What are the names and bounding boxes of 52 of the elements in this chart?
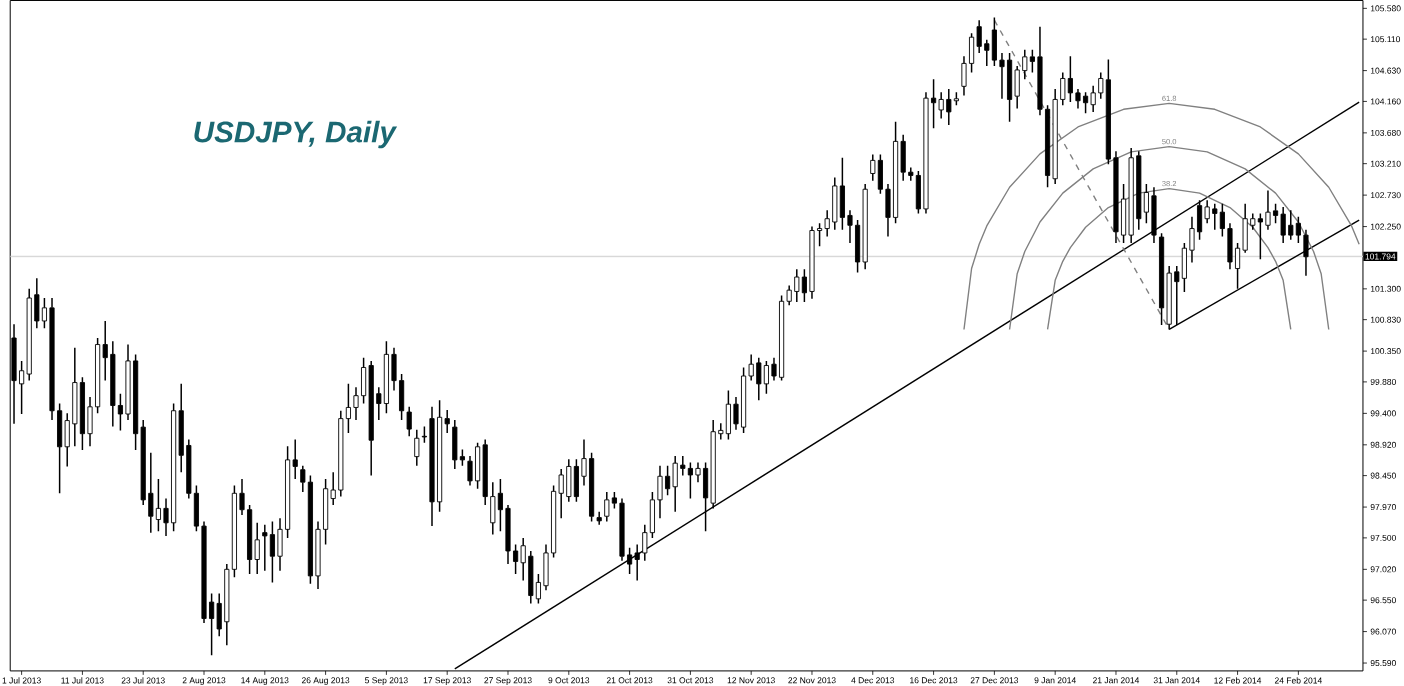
candlestick bbox=[1303, 228, 1309, 277]
candlestick bbox=[862, 182, 868, 270]
candlestick bbox=[1007, 51, 1013, 123]
candlestick bbox=[893, 120, 899, 224]
candlestick bbox=[338, 409, 344, 497]
candlestick bbox=[72, 346, 78, 447]
candlestick bbox=[1136, 150, 1142, 231]
candlestick bbox=[672, 454, 678, 512]
candlestick bbox=[687, 461, 693, 499]
candlestick bbox=[832, 176, 838, 231]
candlestick bbox=[467, 454, 473, 486]
candlestick bbox=[619, 497, 625, 562]
candlestick bbox=[269, 520, 275, 583]
candlestick bbox=[383, 340, 389, 414]
candlestick bbox=[1257, 212, 1263, 260]
candlestick bbox=[938, 91, 944, 119]
candlestick bbox=[604, 490, 610, 522]
candlestick bbox=[414, 428, 420, 467]
candlestick bbox=[794, 267, 800, 303]
candlestick bbox=[566, 458, 572, 503]
candlestick bbox=[437, 399, 443, 512]
candlestick bbox=[839, 156, 845, 231]
candlestick bbox=[262, 523, 268, 571]
candlestick bbox=[1288, 208, 1294, 240]
candlestick bbox=[809, 225, 815, 299]
candlestick bbox=[528, 549, 534, 604]
candlestick bbox=[710, 418, 716, 509]
candlestick bbox=[1204, 199, 1210, 224]
candlestick bbox=[1014, 64, 1020, 109]
candlestick bbox=[406, 405, 412, 437]
candlestick bbox=[725, 389, 731, 440]
candlestick bbox=[1159, 231, 1165, 326]
candlestick bbox=[946, 87, 952, 126]
candlestick bbox=[1090, 84, 1096, 113]
candlestick bbox=[1265, 189, 1271, 231]
candlestick bbox=[1067, 54, 1073, 103]
candlestick bbox=[429, 405, 435, 527]
candlestick bbox=[79, 376, 85, 451]
candlestick bbox=[155, 477, 161, 532]
candlestick bbox=[991, 16, 997, 67]
candlestick bbox=[1280, 205, 1286, 244]
candlestick bbox=[1212, 202, 1218, 231]
candlestick bbox=[452, 418, 458, 470]
candlestick bbox=[1151, 186, 1157, 244]
candlestick bbox=[756, 356, 762, 401]
candlestick bbox=[923, 91, 929, 214]
candlestick bbox=[110, 340, 116, 427]
candlestick bbox=[596, 510, 602, 526]
candlestick bbox=[1128, 146, 1134, 244]
candlestick bbox=[368, 359, 374, 476]
candlestick bbox=[26, 287, 32, 381]
text: USDJPY, Daily bbox=[194, 120, 398, 148]
